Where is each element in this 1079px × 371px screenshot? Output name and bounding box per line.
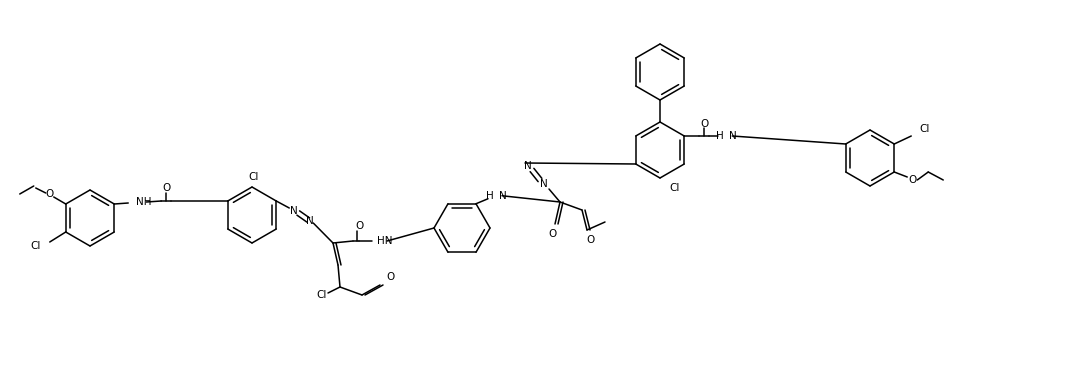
Text: O: O <box>700 119 709 129</box>
Text: O: O <box>586 235 595 245</box>
Text: H: H <box>716 131 724 141</box>
Text: NH: NH <box>136 197 152 207</box>
Text: O: O <box>162 183 170 193</box>
Text: O: O <box>355 221 364 231</box>
Text: Cl: Cl <box>317 290 327 300</box>
Text: N: N <box>306 216 314 226</box>
Text: H: H <box>487 191 494 201</box>
Text: N: N <box>290 206 298 216</box>
Text: N: N <box>524 161 532 171</box>
Text: O: O <box>909 175 916 185</box>
Text: O: O <box>45 189 54 199</box>
Text: N: N <box>498 191 507 201</box>
Text: O: O <box>548 229 556 239</box>
Text: Cl: Cl <box>919 124 929 134</box>
Text: N: N <box>541 179 548 189</box>
Text: Cl: Cl <box>249 172 259 182</box>
Text: N: N <box>729 131 737 141</box>
Text: Cl: Cl <box>670 183 680 193</box>
Text: O: O <box>386 272 394 282</box>
Text: Cl: Cl <box>30 241 41 251</box>
Text: HN: HN <box>377 236 393 246</box>
